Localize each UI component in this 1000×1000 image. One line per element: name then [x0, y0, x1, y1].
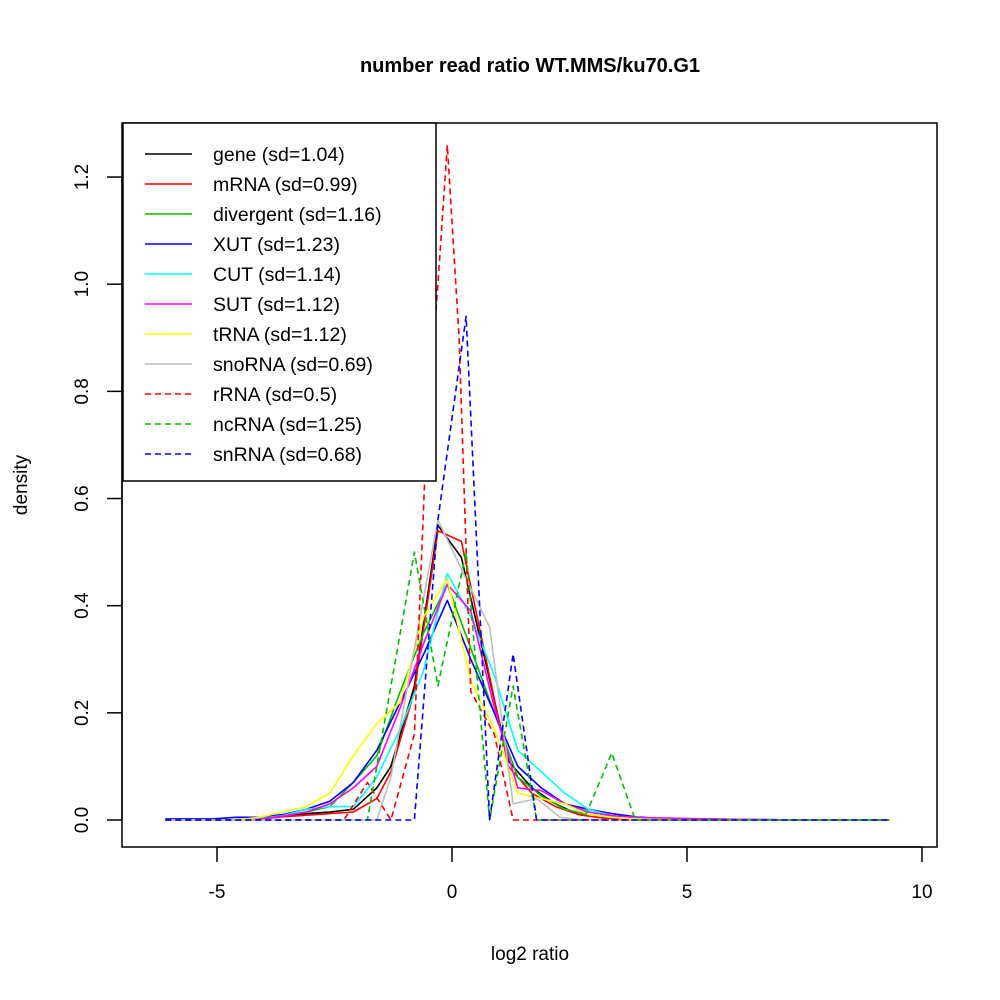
y-tick-label: 0.8: [72, 378, 93, 404]
y-tick-label: 0.6: [72, 485, 93, 511]
legend-label: CUT (sd=1.14): [213, 264, 341, 286]
y-tick-label: 0.2: [72, 700, 93, 726]
x-tick-label: -5: [209, 882, 226, 903]
legend-label: ncRNA (sd=1.25): [213, 414, 362, 436]
series-layer: [165, 144, 890, 821]
legend-label: XUT (sd=1.23): [213, 234, 340, 256]
x-axis-label: log2 ratio: [491, 944, 569, 965]
legend-label: snRNA (sd=0.68): [213, 444, 362, 466]
x-axis: -5 0 5 10: [209, 846, 933, 903]
legend-label: snoRNA (sd=0.69): [213, 354, 373, 376]
y-tick-label: 1.2: [72, 164, 93, 190]
legend-label: mRNA (sd=0.99): [213, 174, 358, 196]
chart-title: number read ratio WT.MMS/ku70.G1: [360, 55, 700, 77]
y-tick-label: 0.4: [72, 592, 93, 619]
legend-label: SUT (sd=1.12): [213, 294, 340, 316]
series-line-snrna: [165, 315, 890, 821]
y-tick-label: 1.0: [72, 271, 93, 297]
legend-label: rRNA (sd=0.5): [213, 384, 337, 406]
series-line-divergent: [165, 583, 890, 821]
y-axis-label: density: [11, 454, 32, 515]
legend-label: gene (sd=1.04): [213, 144, 345, 166]
series-line-ncrna: [165, 551, 890, 821]
x-tick-label: 5: [682, 882, 693, 903]
legend-box: [122, 122, 437, 482]
legend: gene (sd=1.04) mRNA (sd=0.99) divergent (s…: [122, 122, 437, 482]
legend-label: divergent (sd=1.16): [213, 204, 382, 226]
series-line-mrna: [165, 529, 890, 821]
y-axis: 0.0 0.2 0.4 0.6 0.8 1.0 1.2: [72, 164, 123, 833]
x-tick-label: 0: [447, 882, 458, 903]
x-tick-label: 10: [911, 882, 932, 903]
legend-label: tRNA (sd=1.12): [213, 324, 347, 346]
y-tick-label: 0.0: [72, 807, 93, 833]
